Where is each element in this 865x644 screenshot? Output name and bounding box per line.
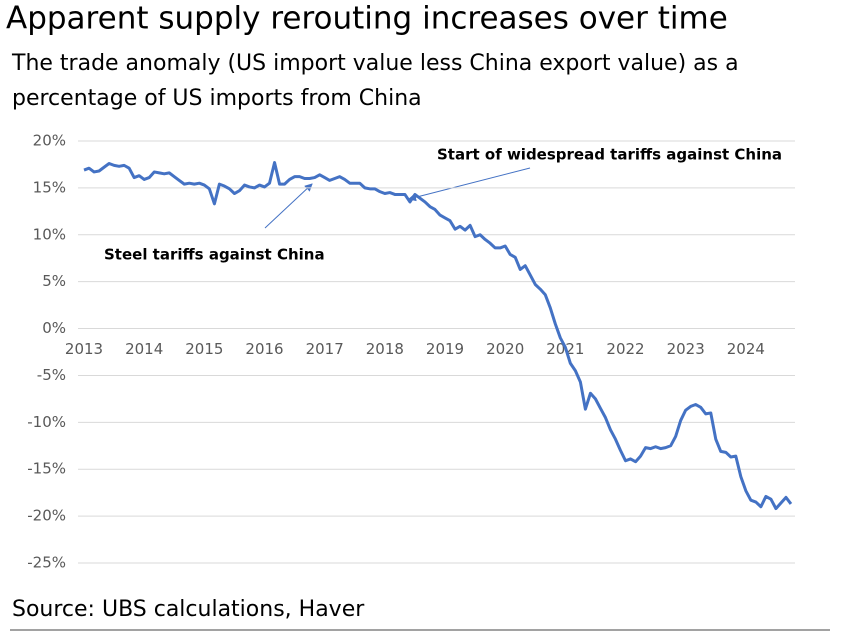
x-tick-label: 2022 [606,340,644,358]
y-tick-label: -10% [27,413,66,431]
x-tick-label: 2016 [245,340,283,358]
y-tick-label: 0% [42,319,66,337]
y-tick-label: 10% [33,225,66,243]
y-tick-label: 20% [33,132,66,150]
x-tick-label: 2024 [727,340,765,358]
annotation-arrow [264,183,313,229]
y-tick-label: -5% [37,366,66,384]
chart-subtitle: percentage of US imports from China [12,86,422,111]
x-tick-label: 2019 [426,340,464,358]
y-tick-label: -15% [27,460,66,478]
x-tick-label: 2013 [65,340,103,358]
y-tick-label: 5% [42,272,66,290]
chart-subtitle: The trade anomaly (US import value less … [11,51,739,76]
source: Source: UBS calculations, Haver [12,597,365,622]
y-tick-label: 15% [33,178,66,196]
x-tick-label: 2020 [486,340,524,358]
annotation-arrow [408,167,531,202]
annotation: Start of widespread tariffs against Chin… [437,146,782,164]
x-tick-label: 2015 [185,340,223,358]
annotation: Steel tariffs against China [104,246,325,264]
y-tick-label: -25% [27,554,66,572]
data-line [83,161,793,511]
chart-title: Apparent supply rerouting increases over… [6,1,728,37]
x-tick-label: 2017 [306,340,344,358]
x-tick-label: 2018 [366,340,404,358]
x-tick-label: 2023 [667,340,705,358]
y-tick-label: -20% [27,507,66,525]
x-tick-label: 2014 [125,340,163,358]
